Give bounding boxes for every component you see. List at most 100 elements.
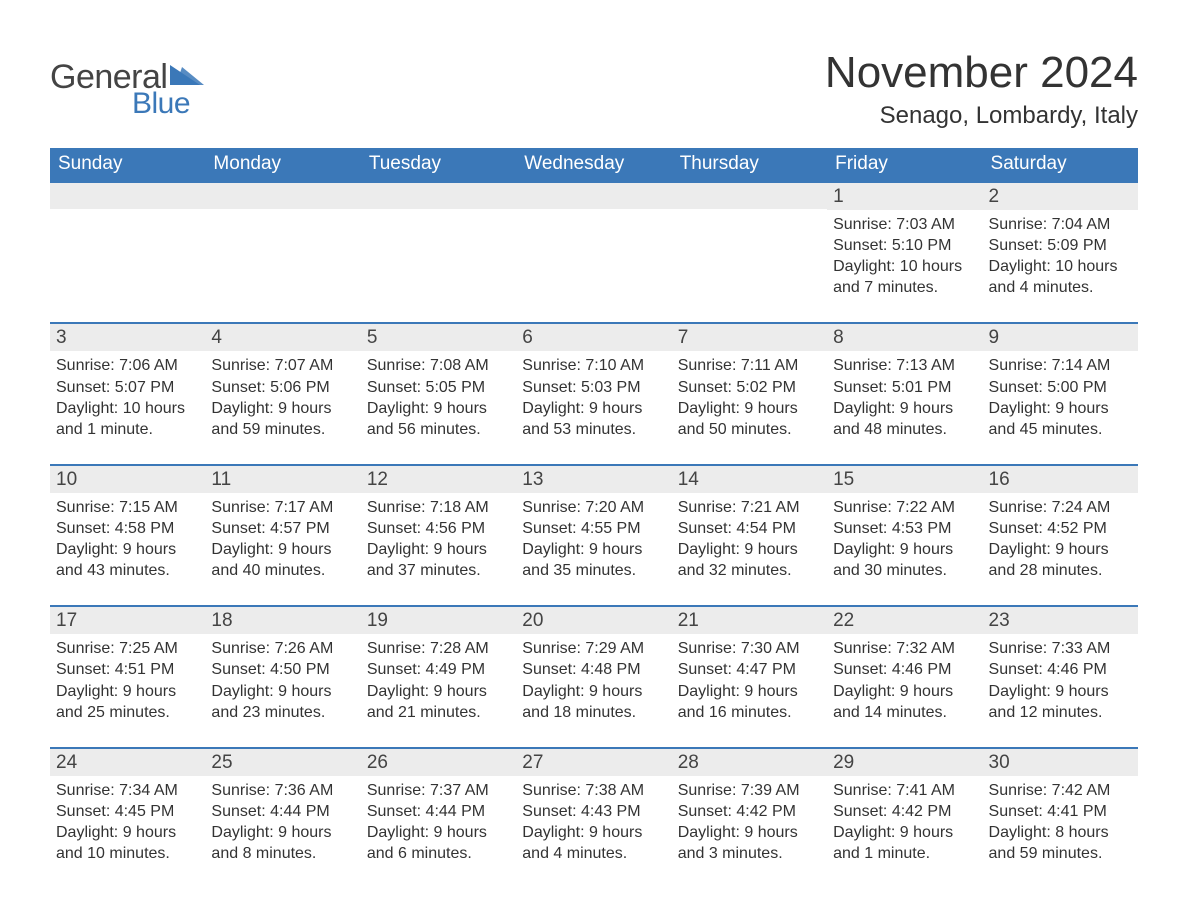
day-number-row: 5 bbox=[361, 324, 516, 351]
daylight-text: Daylight: 9 hours and 18 minutes. bbox=[522, 681, 665, 723]
logo: General Blue bbox=[50, 58, 206, 121]
day-number: 26 bbox=[367, 752, 388, 773]
day-details: Sunrise: 7:04 AMSunset: 5:09 PMDaylight:… bbox=[983, 210, 1138, 298]
day-details: Sunrise: 7:21 AMSunset: 4:54 PMDaylight:… bbox=[672, 493, 827, 581]
sunset-text: Sunset: 4:55 PM bbox=[522, 518, 665, 539]
day-details: Sunrise: 7:18 AMSunset: 4:56 PMDaylight:… bbox=[361, 493, 516, 581]
daylight-text: Daylight: 9 hours and 3 minutes. bbox=[678, 822, 821, 864]
sunset-text: Sunset: 4:50 PM bbox=[211, 659, 354, 680]
day-number-row: 25 bbox=[205, 749, 360, 776]
calendar-cell: 11 Sunrise: 7:17 AMSunset: 4:57 PMDayligh… bbox=[205, 466, 360, 581]
day-details: Sunrise: 7:41 AMSunset: 4:42 PMDaylight:… bbox=[827, 776, 982, 864]
daylight-text: Daylight: 9 hours and 14 minutes. bbox=[833, 681, 976, 723]
day-number: 11 bbox=[211, 469, 231, 490]
calendar-cell bbox=[516, 183, 671, 298]
daylight-text: Daylight: 10 hours and 4 minutes. bbox=[989, 256, 1132, 298]
logo-text-blue: Blue bbox=[132, 87, 190, 121]
sunrise-text: Sunrise: 7:42 AM bbox=[989, 780, 1132, 801]
day-number: 13 bbox=[522, 469, 543, 490]
sunrise-text: Sunrise: 7:18 AM bbox=[367, 497, 510, 518]
day-of-week-label: Saturday bbox=[983, 148, 1138, 181]
day-number-row: 23 bbox=[983, 607, 1138, 634]
day-details: Sunrise: 7:15 AMSunset: 4:58 PMDaylight:… bbox=[50, 493, 205, 581]
day-number: 7 bbox=[678, 327, 689, 348]
day-of-week-label: Wednesday bbox=[516, 148, 671, 181]
daylight-text: Daylight: 9 hours and 37 minutes. bbox=[367, 539, 510, 581]
sunrise-text: Sunrise: 7:08 AM bbox=[367, 355, 510, 376]
daylight-text: Daylight: 9 hours and 28 minutes. bbox=[989, 539, 1132, 581]
daylight-text: Daylight: 9 hours and 1 minute. bbox=[833, 822, 976, 864]
daylight-text: Daylight: 9 hours and 32 minutes. bbox=[678, 539, 821, 581]
day-of-week-label: Monday bbox=[205, 148, 360, 181]
day-number-row: 2 bbox=[983, 183, 1138, 210]
sunset-text: Sunset: 4:41 PM bbox=[989, 801, 1132, 822]
daylight-text: Daylight: 9 hours and 43 minutes. bbox=[56, 539, 199, 581]
daylight-text: Daylight: 9 hours and 40 minutes. bbox=[211, 539, 354, 581]
sunrise-text: Sunrise: 7:13 AM bbox=[833, 355, 976, 376]
daylight-text: Daylight: 9 hours and 59 minutes. bbox=[211, 398, 354, 440]
day-number: 10 bbox=[56, 469, 77, 490]
calendar-cell: 26Sunrise: 7:37 AMSunset: 4:44 PMDayligh… bbox=[361, 749, 516, 864]
day-number-row: 3 bbox=[50, 324, 205, 351]
day-details: Sunrise: 7:06 AMSunset: 5:07 PMDaylight:… bbox=[50, 351, 205, 439]
daylight-text: Daylight: 9 hours and 6 minutes. bbox=[367, 822, 510, 864]
calendar-cell: 28Sunrise: 7:39 AMSunset: 4:42 PMDayligh… bbox=[672, 749, 827, 864]
calendar-cell: 22Sunrise: 7:32 AMSunset: 4:46 PMDayligh… bbox=[827, 607, 982, 722]
day-number-row: 16 bbox=[983, 466, 1138, 493]
daylight-text: Daylight: 9 hours and 35 minutes. bbox=[522, 539, 665, 581]
header: General Blue November 2024 Senago, Lomba… bbox=[50, 30, 1138, 130]
day-number: 21 bbox=[678, 610, 699, 631]
day-number-row: 12 bbox=[361, 466, 516, 493]
sunset-text: Sunset: 4:53 PM bbox=[833, 518, 976, 539]
day-details: Sunrise: 7:14 AMSunset: 5:00 PMDaylight:… bbox=[983, 351, 1138, 439]
day-number-row: 30 bbox=[983, 749, 1138, 776]
day-details: Sunrise: 7:17 AMSunset: 4:57 PMDaylight:… bbox=[205, 493, 360, 581]
calendar-cell: 5Sunrise: 7:08 AMSunset: 5:05 PMDaylight… bbox=[361, 324, 516, 439]
day-details: Sunrise: 7:34 AMSunset: 4:45 PMDaylight:… bbox=[50, 776, 205, 864]
day-number: 23 bbox=[989, 610, 1010, 631]
sunset-text: Sunset: 4:43 PM bbox=[522, 801, 665, 822]
day-number: 14 bbox=[678, 469, 699, 490]
daylight-text: Daylight: 9 hours and 21 minutes. bbox=[367, 681, 510, 723]
sunset-text: Sunset: 4:56 PM bbox=[367, 518, 510, 539]
sunrise-text: Sunrise: 7:17 AM bbox=[211, 497, 354, 518]
day-number-row: 1 bbox=[827, 183, 982, 210]
calendar-week: 24Sunrise: 7:34 AMSunset: 4:45 PMDayligh… bbox=[50, 747, 1138, 864]
day-number: 5 bbox=[367, 327, 378, 348]
sunset-text: Sunset: 4:49 PM bbox=[367, 659, 510, 680]
calendar-cell: 10 Sunrise: 7:15 AMSunset: 4:58 PMDayligh… bbox=[50, 466, 205, 581]
day-number-row bbox=[516, 183, 671, 209]
day-number-row bbox=[361, 183, 516, 209]
day-details: Sunrise: 7:39 AMSunset: 4:42 PMDaylight:… bbox=[672, 776, 827, 864]
day-details: Sunrise: 7:03 AMSunset: 5:10 PMDaylight:… bbox=[827, 210, 982, 298]
daylight-text: Daylight: 9 hours and 12 minutes. bbox=[989, 681, 1132, 723]
calendar-cell: 27Sunrise: 7:38 AMSunset: 4:43 PMDayligh… bbox=[516, 749, 671, 864]
day-details: Sunrise: 7:29 AMSunset: 4:48 PMDaylight:… bbox=[516, 634, 671, 722]
sunrise-text: Sunrise: 7:36 AM bbox=[211, 780, 354, 801]
sunset-text: Sunset: 4:42 PM bbox=[678, 801, 821, 822]
sunset-text: Sunset: 4:54 PM bbox=[678, 518, 821, 539]
day-number: 20 bbox=[522, 610, 543, 631]
calendar-week: 10 Sunrise: 7:15 AMSunset: 4:58 PMDayligh… bbox=[50, 464, 1138, 581]
sunset-text: Sunset: 5:07 PM bbox=[56, 377, 199, 398]
calendar-cell: 18Sunrise: 7:26 AMSunset: 4:50 PMDayligh… bbox=[205, 607, 360, 722]
day-number: 18 bbox=[211, 610, 232, 631]
sunrise-text: Sunrise: 7:26 AM bbox=[211, 638, 354, 659]
sunrise-text: Sunrise: 7:03 AM bbox=[833, 214, 976, 235]
calendar-cell: 20 Sunrise: 7:29 AMSunset: 4:48 PMDayligh… bbox=[516, 607, 671, 722]
day-number: 27 bbox=[522, 752, 543, 773]
sunrise-text: Sunrise: 7:25 AM bbox=[56, 638, 199, 659]
calendar-cell: 6Sunrise: 7:10 AMSunset: 5:03 PMDaylight… bbox=[516, 324, 671, 439]
day-number-row: 6 bbox=[516, 324, 671, 351]
calendar-cell: 15Sunrise: 7:22 AMSunset: 4:53 PMDayligh… bbox=[827, 466, 982, 581]
calendar-cell: 3Sunrise: 7:06 AMSunset: 5:07 PMDaylight… bbox=[50, 324, 205, 439]
day-number: 9 bbox=[989, 327, 1000, 348]
sunset-text: Sunset: 4:44 PM bbox=[367, 801, 510, 822]
day-number: 19 bbox=[367, 610, 388, 631]
day-number-row: 29 bbox=[827, 749, 982, 776]
sunrise-text: Sunrise: 7:41 AM bbox=[833, 780, 976, 801]
sunrise-text: Sunrise: 7:07 AM bbox=[211, 355, 354, 376]
daylight-text: Daylight: 9 hours and 53 minutes. bbox=[522, 398, 665, 440]
daylight-text: Daylight: 10 hours and 7 minutes. bbox=[833, 256, 976, 298]
day-details: Sunrise: 7:32 AMSunset: 4:46 PMDaylight:… bbox=[827, 634, 982, 722]
